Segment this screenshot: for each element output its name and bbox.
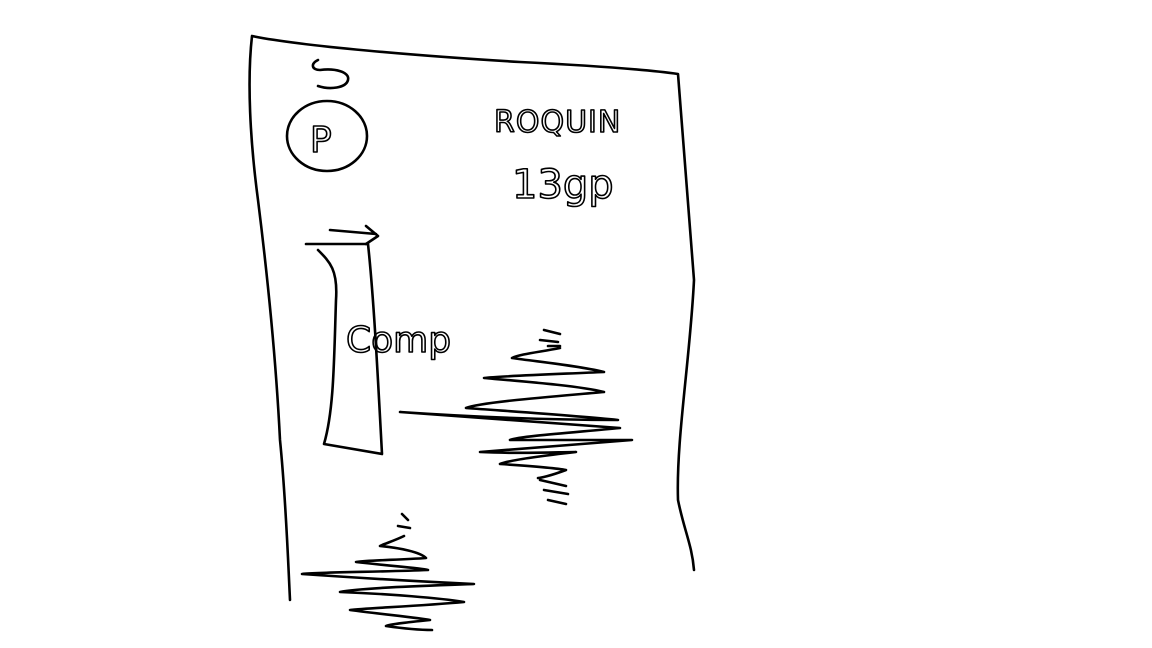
back-arrow-icon[interactable]	[311, 58, 350, 90]
scribble-block-right	[398, 328, 634, 506]
right-arrow-icon[interactable]	[328, 224, 380, 246]
vertical-bar-label: Comp	[346, 320, 451, 361]
item-name: ROQUIN	[494, 105, 621, 140]
vertical-bar[interactable]	[304, 242, 384, 456]
avatar	[285, 99, 369, 173]
item-price: 13gp	[512, 162, 614, 208]
avatar-letter: P	[310, 120, 332, 161]
scribble-block-bottom	[300, 512, 476, 632]
card-outline	[248, 34, 696, 602]
